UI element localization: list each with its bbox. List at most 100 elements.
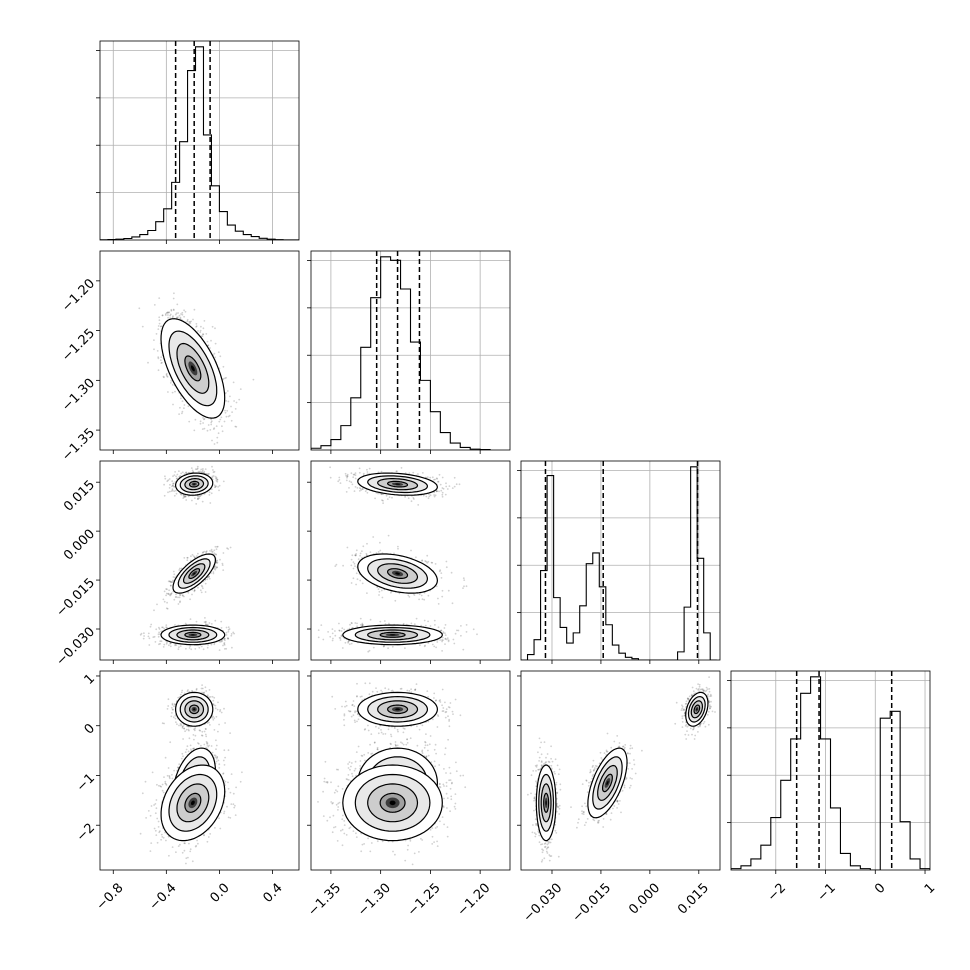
sample-point xyxy=(224,411,227,414)
sample-point xyxy=(170,581,173,583)
sample-point xyxy=(216,478,219,481)
sample-point xyxy=(222,377,225,380)
sample-point xyxy=(139,633,142,636)
sample-point xyxy=(212,475,215,477)
sample-point xyxy=(167,491,169,494)
sample-point xyxy=(208,622,211,624)
sample-point xyxy=(171,581,174,583)
sample-point xyxy=(158,628,161,630)
sample-point xyxy=(227,400,230,403)
sample-point xyxy=(220,640,222,643)
sample-point xyxy=(169,642,172,645)
sample-point xyxy=(207,473,210,475)
sample-point xyxy=(190,467,193,469)
sample-point xyxy=(223,637,226,640)
sample-point xyxy=(225,631,228,634)
sample-point xyxy=(173,292,175,295)
sample-point xyxy=(138,307,141,310)
sample-point xyxy=(161,314,164,317)
sample-point xyxy=(210,339,212,342)
sample-point xyxy=(159,325,162,328)
sample-point xyxy=(158,643,160,646)
contour-line xyxy=(177,558,211,589)
sample-point xyxy=(184,495,187,498)
sample-point xyxy=(223,637,226,640)
sample-point xyxy=(161,361,163,364)
sample-point xyxy=(186,556,189,559)
sample-point xyxy=(172,576,175,578)
sample-point xyxy=(211,550,214,553)
sample-point xyxy=(168,589,171,592)
sample-point xyxy=(169,314,172,317)
sample-point xyxy=(201,551,204,554)
sample-point xyxy=(225,634,228,636)
sample-point xyxy=(172,570,175,573)
contour-line xyxy=(168,330,218,407)
sample-point xyxy=(179,600,182,603)
sample-point xyxy=(206,429,209,432)
sample-point xyxy=(223,643,226,645)
sample-point xyxy=(141,325,144,328)
sample-point xyxy=(148,644,151,646)
sample-point xyxy=(221,640,224,643)
sample-point xyxy=(153,304,156,306)
sample-point xyxy=(194,497,196,500)
sample-point xyxy=(157,325,160,327)
sample-point xyxy=(194,468,197,471)
sample-point xyxy=(225,647,228,650)
sample-point xyxy=(162,646,165,648)
sample-point xyxy=(179,593,181,596)
contour-line xyxy=(176,342,210,394)
sample-point xyxy=(228,414,231,417)
sample-point xyxy=(181,594,184,597)
sample-point xyxy=(179,645,182,647)
sample-point xyxy=(168,593,171,596)
axes-frame xyxy=(310,250,511,451)
sample-point xyxy=(173,485,176,488)
sample-point xyxy=(213,549,216,552)
sample-point xyxy=(222,480,225,483)
sample-point xyxy=(172,308,175,311)
sample-point xyxy=(178,470,180,473)
sample-point xyxy=(193,556,196,559)
sample-point xyxy=(183,407,185,410)
sample-point xyxy=(205,550,208,553)
sample-point xyxy=(196,498,199,500)
sample-point xyxy=(156,603,158,606)
sample-point xyxy=(218,649,221,651)
sample-point xyxy=(158,631,161,634)
sample-point xyxy=(167,580,170,583)
sample-point xyxy=(168,580,171,583)
sample-point xyxy=(227,626,230,629)
sample-point xyxy=(175,475,178,478)
sample-point xyxy=(222,552,225,554)
sample-point xyxy=(180,567,183,570)
sample-point xyxy=(209,502,212,504)
sample-point xyxy=(172,482,175,485)
sample-point xyxy=(176,316,178,319)
sample-point xyxy=(163,627,166,630)
scatter-panel-3-1 xyxy=(99,460,300,661)
sample-point xyxy=(228,628,231,630)
sample-point xyxy=(380,493,383,496)
sample-point xyxy=(227,637,229,640)
sample-point xyxy=(172,484,174,487)
sample-point xyxy=(174,471,177,473)
sample-point xyxy=(171,488,174,491)
sample-point xyxy=(169,382,172,384)
sample-point xyxy=(160,630,163,633)
sample-point xyxy=(213,484,216,487)
sample-point xyxy=(204,468,207,470)
sample-point xyxy=(222,569,225,571)
sample-point xyxy=(179,601,181,604)
sample-point xyxy=(174,576,176,579)
sample-point xyxy=(157,356,160,358)
sample-point xyxy=(213,470,216,473)
sample-point xyxy=(158,626,160,629)
sample-point xyxy=(195,620,198,623)
sample-point xyxy=(203,320,206,322)
sample-point xyxy=(211,325,214,328)
sample-point xyxy=(226,547,229,550)
sample-point xyxy=(161,626,163,629)
sample-point xyxy=(164,477,167,480)
